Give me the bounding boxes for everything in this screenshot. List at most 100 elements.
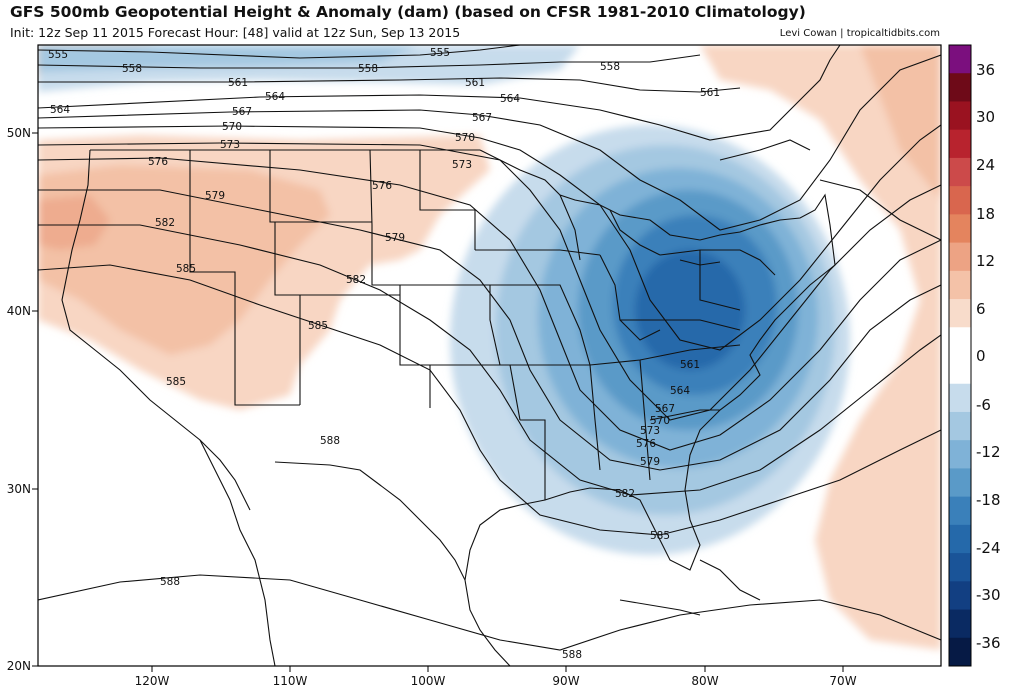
- author-credit: Levi Cowan | tropicaltidbits.com: [779, 28, 940, 39]
- contour-label: 564: [670, 385, 690, 397]
- contour-label: 585: [166, 376, 186, 388]
- colorbar-segment: [949, 553, 971, 582]
- colorbar-segment: [949, 609, 971, 639]
- colorbar-segment: [949, 73, 971, 102]
- colorbar-tick: 36: [976, 61, 995, 79]
- contour-588: [38, 574, 941, 651]
- contour-label: 564: [500, 93, 520, 105]
- colorbar-segment: [949, 157, 971, 187]
- contour-label: 582: [346, 274, 366, 286]
- colorbar-tick: 18: [976, 205, 995, 223]
- contour-label: 576: [636, 438, 656, 450]
- contour-label: 570: [650, 415, 670, 427]
- contour-561: [38, 77, 741, 93]
- lat-tick-label: 20N: [7, 659, 31, 673]
- contour-label: 567: [232, 106, 252, 118]
- contour-label: 573: [220, 139, 240, 151]
- contour-label: 561: [465, 77, 485, 89]
- colorbar-segment: [949, 468, 971, 498]
- contour-label: 573: [640, 425, 660, 437]
- colorbar-segment: [949, 299, 971, 328]
- colorbar-segment: [949, 637, 971, 667]
- colorbar-segment: [949, 524, 971, 554]
- contour-label: 576: [148, 156, 168, 168]
- colorbar-segment: [949, 355, 971, 385]
- colorbar-tick: -24: [976, 539, 1001, 557]
- contour-label: 582: [615, 488, 635, 500]
- colorbar-segment: [949, 214, 971, 244]
- contour-576: [38, 157, 941, 451]
- contour-label: 561: [228, 77, 248, 89]
- colorbar-segment: [949, 101, 971, 131]
- contour-label: 570: [455, 132, 475, 144]
- map-field: 555 555 558 558 558 561 561 561 561 564 …: [38, 45, 941, 666]
- lon-tick-label: 120W: [135, 674, 170, 688]
- contour-label: 582: [155, 217, 175, 229]
- contour-label: 564: [265, 91, 285, 103]
- contour-573: [38, 142, 941, 421]
- colorbar-segment: [949, 440, 971, 469]
- colorbar-tick: -36: [976, 634, 1001, 652]
- contour-label: 588: [562, 649, 582, 661]
- contour-label: 588: [320, 435, 340, 447]
- contour-558: [38, 54, 701, 69]
- contour-label: 573: [452, 159, 472, 171]
- colorbar-segment: [949, 581, 971, 611]
- lon-tick-label: 80W: [691, 674, 718, 688]
- colorbar-tick: -6: [976, 396, 991, 414]
- contour-label: 579: [385, 232, 405, 244]
- colorbar-segment: [949, 270, 971, 300]
- contour-567: [38, 54, 941, 231]
- contour-label: 585: [176, 263, 196, 275]
- latitude-axis: 50N 40N 30N 20N: [7, 126, 38, 673]
- contour-label: 561: [680, 359, 700, 371]
- chart-title: GFS 500mb Geopotential Height & Anomaly …: [10, 3, 806, 21]
- contour-label: 561: [700, 87, 720, 99]
- colorbar-tick: 6: [976, 300, 986, 318]
- colorbar-segment: [949, 129, 971, 159]
- contour-label: 579: [205, 190, 225, 202]
- colorbar-tick: 0: [976, 347, 986, 365]
- colorbar-segment: [949, 327, 971, 356]
- contour-label: 579: [640, 456, 660, 468]
- contour-570: [38, 124, 941, 351]
- colorbar-frame: [948, 44, 972, 667]
- colorbar-segment: [949, 45, 971, 74]
- contour-label: 555: [430, 47, 450, 59]
- colorbar-tick: 12: [976, 252, 995, 270]
- height-contours: [38, 45, 941, 651]
- lon-tick-label: 100W: [411, 674, 446, 688]
- contour-label: 588: [160, 576, 180, 588]
- contour-label: 585: [650, 530, 670, 542]
- trough-negative-anomaly: [450, 125, 850, 555]
- contour-582: [38, 224, 941, 496]
- contour-label: 585: [308, 320, 328, 332]
- chart-subtitle: Init: 12z Sep 11 2015 Forecast Hour: [48…: [10, 25, 461, 40]
- lat-tick-label: 40N: [7, 304, 31, 318]
- lon-tick-label: 90W: [552, 674, 579, 688]
- lon-tick-label: 70W: [829, 674, 856, 688]
- longitude-axis: 120W 110W 100W 90W 80W 70W: [135, 666, 857, 688]
- contour-label: 555: [48, 49, 68, 61]
- colorbar-segment: [949, 411, 971, 441]
- geographic-boundaries: [61, 139, 941, 666]
- anomaly-colorbar: [948, 44, 972, 667]
- contour-label: 570: [222, 121, 242, 133]
- colorbar-segment: [949, 496, 971, 526]
- colorbar-segment: [949, 383, 971, 413]
- contour-579: [38, 189, 941, 471]
- colorbar-labels: 36 30 24 18 12 6 0 -6 -12 -18 -24 -30 -3…: [976, 61, 1001, 652]
- colorbar-segment: [949, 242, 971, 272]
- contour-564: [38, 45, 841, 141]
- contour-label: 564: [50, 104, 70, 116]
- colorbar-tick: -12: [976, 443, 1001, 461]
- colorbar-segment: [949, 186, 971, 215]
- contour-label: 558: [600, 61, 620, 73]
- lon-tick-label: 110W: [273, 674, 308, 688]
- contour-585: [38, 264, 941, 536]
- map-frame: [37, 44, 942, 667]
- colorbar-tick: 30: [976, 108, 995, 126]
- colorbar-tick: -18: [976, 491, 1001, 509]
- colorbar-tick: 24: [976, 156, 995, 174]
